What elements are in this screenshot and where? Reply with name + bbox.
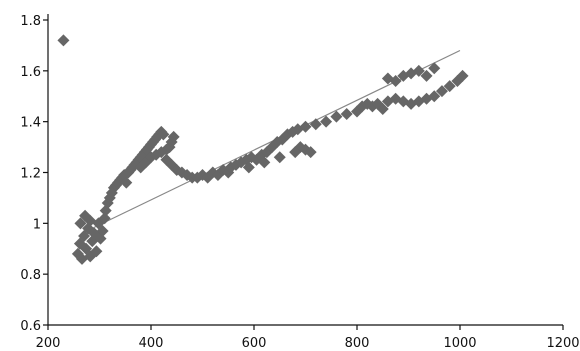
data-point: [289, 146, 302, 159]
y-tick-label: 0.6: [20, 319, 41, 334]
data-point: [330, 110, 343, 123]
y-tick-label: 1.2: [20, 167, 41, 182]
x-tick-label: 600: [242, 336, 267, 351]
data-point: [309, 118, 322, 131]
y-tick-label: 1.8: [20, 14, 41, 29]
y-tick-label: 1: [33, 217, 41, 232]
data-point: [98, 212, 111, 225]
data-point: [291, 123, 304, 136]
data-point: [286, 125, 299, 138]
data-point: [157, 128, 170, 141]
data-point: [57, 34, 70, 47]
y-axis-ticks: 0.6 0.8 1 1.2 1.4 1.6 1.8: [20, 14, 48, 334]
x-tick-label: 200: [36, 336, 61, 351]
data-point: [376, 102, 389, 115]
x-tick-label: 400: [139, 336, 164, 351]
x-tick-label: 800: [345, 336, 370, 351]
data-point: [412, 64, 425, 77]
x-tick-label: 1000: [443, 336, 476, 351]
data-point: [340, 108, 353, 121]
data-point: [71, 247, 84, 260]
y-tick-label: 0.8: [20, 268, 41, 283]
data-point: [428, 62, 441, 75]
data-point: [420, 69, 433, 82]
data-point: [273, 151, 286, 164]
data-point: [435, 85, 448, 98]
data-point: [443, 80, 456, 93]
y-tick-label: 1.4: [20, 116, 41, 131]
data-point: [242, 161, 255, 174]
x-tick-label: 1200: [546, 336, 579, 351]
x-axis-ticks: 200 400 600 800 1000 1200: [36, 325, 580, 351]
axes: [47, 14, 563, 326]
data-point: [320, 115, 333, 128]
data-point: [84, 214, 97, 227]
data-point: [74, 217, 87, 230]
data-point: [389, 75, 402, 87]
data-point: [299, 120, 312, 133]
data-point: [258, 156, 271, 169]
data-point: [304, 146, 317, 159]
data-point: [167, 130, 180, 143]
data-point: [456, 69, 469, 82]
y-tick-label: 1.6: [20, 65, 41, 80]
data-point: [120, 176, 133, 189]
data-point: [90, 245, 103, 258]
data-point: [428, 90, 441, 103]
data-points: [57, 34, 469, 265]
data-point: [96, 224, 109, 237]
